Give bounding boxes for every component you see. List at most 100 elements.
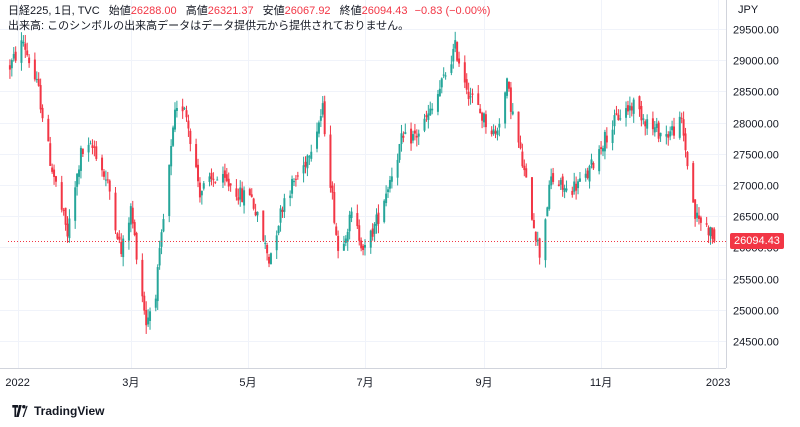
candle — [575, 176, 578, 200]
candle — [611, 120, 614, 151]
candle — [53, 164, 56, 185]
y-tick-label: 25000.00 — [733, 306, 779, 318]
candle — [22, 35, 25, 47]
candle — [707, 225, 710, 244]
candle — [600, 141, 603, 155]
candle — [189, 128, 192, 152]
candle — [388, 175, 391, 193]
candle — [630, 102, 633, 117]
y-tick-label: 25500.00 — [733, 275, 779, 287]
candle — [659, 132, 662, 142]
candle — [561, 173, 564, 197]
x-tick-label: 5月 — [239, 377, 256, 389]
candle — [360, 237, 363, 252]
candle — [143, 291, 146, 315]
brand[interactable]: TradingView — [10, 403, 104, 419]
candle — [713, 227, 716, 244]
candle — [266, 242, 269, 261]
candle — [592, 161, 595, 170]
candle — [304, 156, 307, 174]
candle — [54, 175, 57, 187]
candle — [162, 213, 165, 233]
candle — [651, 111, 654, 136]
candle — [509, 81, 512, 120]
candle — [79, 145, 82, 179]
candle — [108, 179, 111, 200]
candle — [223, 163, 226, 186]
high-label: 高値 — [185, 5, 208, 17]
candle — [335, 222, 338, 236]
candle — [331, 181, 334, 200]
candle — [456, 41, 459, 62]
candle — [51, 163, 54, 174]
candle — [383, 199, 386, 224]
candle — [321, 95, 324, 118]
candle — [10, 58, 13, 77]
candle — [308, 155, 311, 165]
candle — [64, 207, 67, 231]
candle — [686, 151, 689, 170]
candle — [26, 42, 29, 57]
candle — [202, 181, 205, 191]
candle — [415, 129, 418, 147]
candle — [268, 253, 271, 268]
candle — [185, 105, 188, 122]
candle — [37, 72, 40, 87]
y-tick-label: 29500.00 — [733, 25, 779, 37]
candle — [517, 111, 520, 148]
candle — [333, 183, 336, 225]
candle — [348, 210, 351, 240]
candle — [404, 123, 407, 135]
candle — [28, 54, 31, 68]
y-axis[interactable]: 24500.0025000.0025500.0026000.0026500.00… — [733, 25, 779, 349]
close-value: 26094.43 — [361, 5, 408, 17]
candle — [181, 98, 184, 119]
candle — [173, 102, 176, 133]
candle — [306, 154, 309, 177]
symbol-label[interactable]: 日経225, 1日, TVC — [8, 5, 100, 17]
candle — [490, 126, 493, 137]
candle — [248, 187, 251, 196]
candle — [120, 233, 123, 257]
candle — [289, 190, 292, 207]
candle — [498, 118, 501, 137]
candle — [577, 179, 580, 195]
candle — [463, 55, 466, 89]
candle — [371, 223, 374, 241]
candle — [477, 85, 480, 106]
candle — [362, 244, 365, 256]
x-tick-label: 9月 — [475, 377, 492, 389]
candle — [35, 71, 38, 83]
candle — [705, 216, 708, 228]
candle — [696, 204, 699, 222]
x-axis[interactable]: 2022 3月 5月 7月 9月 11月 2023 — [5, 377, 730, 389]
candle — [197, 158, 200, 188]
candle — [504, 91, 507, 129]
candle — [628, 96, 631, 119]
candle — [578, 172, 581, 182]
candle — [170, 139, 173, 176]
candle — [669, 126, 672, 141]
candle — [617, 109, 620, 121]
candle — [294, 175, 297, 187]
current-price-tag: 26094.43 — [730, 233, 784, 250]
candle — [310, 144, 313, 162]
candle — [149, 307, 152, 330]
candle — [227, 172, 230, 192]
candle — [402, 131, 405, 143]
y-tick-label: 27000.00 — [733, 181, 779, 193]
candle — [544, 218, 547, 268]
candle — [530, 177, 533, 221]
candle — [483, 112, 485, 128]
candle — [210, 168, 213, 186]
x-tick-label: 7月 — [356, 377, 373, 389]
candle — [323, 95, 326, 137]
candle — [699, 215, 702, 231]
candle — [254, 203, 257, 217]
candle — [283, 193, 286, 218]
candle — [95, 140, 98, 161]
y-tick-label: 29000.00 — [733, 56, 779, 68]
candle — [588, 164, 591, 189]
currency-label[interactable]: JPY — [738, 4, 759, 16]
